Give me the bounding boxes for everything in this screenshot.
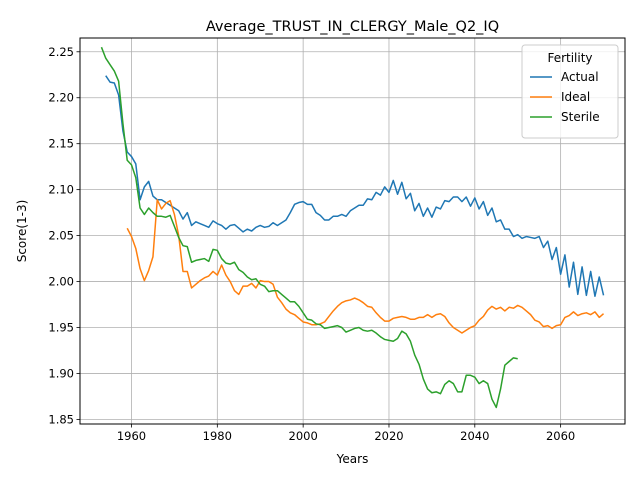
legend: Fertility Actual Ideal Sterile — [521, 44, 619, 139]
x-tick-label: 2020 — [374, 429, 403, 443]
series-lines — [100, 46, 605, 409]
legend-box — [521, 44, 619, 139]
y-tick-label: 2.10 — [48, 183, 74, 197]
series-line-ideal — [126, 199, 605, 334]
chart-title: Average_TRUST_IN_CLERGY_Male_Q2_IQ — [206, 19, 499, 35]
y-tick-label: 1.85 — [48, 412, 74, 426]
x-tick-label: 2060 — [546, 429, 575, 443]
plot-frame — [79, 37, 626, 425]
grid-lines — [80, 38, 625, 424]
y-tick-label: 1.90 — [48, 366, 74, 380]
y-tick-label: 2.15 — [48, 137, 74, 151]
y-tick-label: 2.05 — [48, 229, 74, 243]
x-tick-label: 2000 — [289, 429, 318, 443]
series-line-sterile — [100, 46, 518, 409]
y-tick-label: 1.95 — [48, 321, 74, 335]
x-axis: 1960 1980 2000 2020 2040 2060 — [117, 424, 575, 443]
x-tick-label: 1980 — [203, 429, 232, 443]
y-tick-label: 2.20 — [48, 91, 74, 105]
legend-label-sterile: Sterile — [561, 110, 600, 124]
y-tick-label: 2.25 — [48, 45, 74, 59]
y-axis-label: Score(1-3) — [15, 200, 29, 263]
series-line-actual — [105, 75, 605, 297]
x-tick-label: 1960 — [117, 429, 146, 443]
y-tick-label: 2.00 — [48, 275, 74, 289]
x-tick-label: 2040 — [460, 429, 489, 443]
x-axis-label: Years — [336, 452, 369, 466]
legend-title: Fertility — [547, 51, 592, 65]
legend-label-actual: Actual — [561, 70, 599, 84]
legend-label-ideal: Ideal — [561, 90, 590, 104]
y-axis: 1.85 1.90 1.95 2.00 2.05 2.10 2.15 2.20 2.25 — [48, 45, 80, 426]
